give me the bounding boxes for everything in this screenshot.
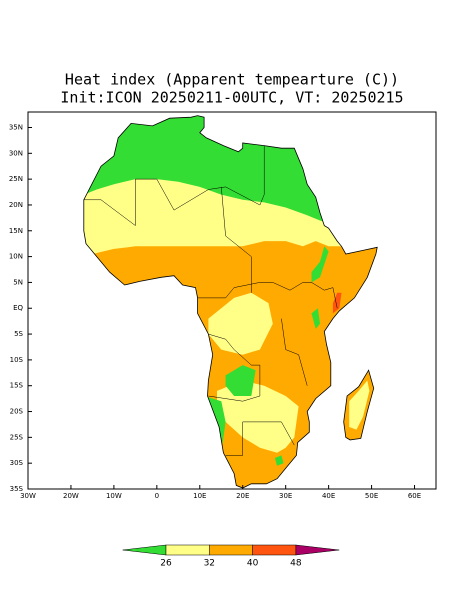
lat-tick-label: 15N [9,227,23,235]
colorbar-segment [165,544,210,556]
lat-tick-label: 10N [9,253,23,261]
border [83,145,265,227]
lon-tick-label: 60E [408,492,421,500]
lat-tick-label: 20N [9,201,23,209]
lon-tick-label: 20E [236,492,249,500]
border [221,186,252,293]
lat-tick-label: 25N [9,175,23,183]
lon-tick-label: 10W [106,492,122,500]
heat-zone [217,380,299,453]
lon-tick-label: 50E [365,492,378,500]
border [281,318,308,386]
lat-tick-label: 30N [9,149,23,157]
lat-tick-label: 20S [10,408,24,416]
heat-zone [332,292,342,314]
lon-tick-label: 20W [63,492,79,500]
title: Heat index (Apparent tempearture (C)) [65,71,399,89]
lon-tick-label: 0 [155,492,159,500]
lat-tick-label: 5S [14,330,23,338]
land [83,115,378,489]
lat-tick-label: 25S [10,433,24,441]
madagascar-interior [349,380,370,430]
colorbar-segment [209,544,253,556]
lon-tick-label: 40E [322,492,335,500]
lat-tick-label: 15S [10,382,24,390]
colorbar-label: 32 [204,559,215,569]
subtitle: Init:ICON 20250211-00UTC, VT: 20250215 [60,89,403,107]
heat-zone [274,455,284,466]
lat-tick-label: 35S [10,485,24,493]
colorbar-label: 40 [247,559,259,569]
map-frame [27,111,437,490]
lat-tick-label: 35N [9,123,23,131]
colorbar-segment [252,544,297,556]
heat-zone [311,308,320,329]
lat-tick-label: 5N [13,278,23,286]
heat-zone [311,246,329,283]
colorbar-high [295,544,340,556]
lat-tick-label: 10S [10,356,24,364]
colorbar-low [122,544,167,556]
lat-tick-label: EQ [13,304,23,312]
border [208,333,261,402]
lon-tick-label: 30W [20,492,36,500]
border [225,421,295,456]
lat-tick-label: 30S [10,459,24,467]
border [197,282,338,309]
colorbar-label: 26 [160,559,172,569]
colorbar-label: 48 [290,559,302,569]
lon-tick-label: 10E [193,492,206,500]
heat-zone [208,292,273,355]
heat-zone [225,365,256,396]
coastline [83,115,378,489]
lon-tick-label: 30E [279,492,292,500]
